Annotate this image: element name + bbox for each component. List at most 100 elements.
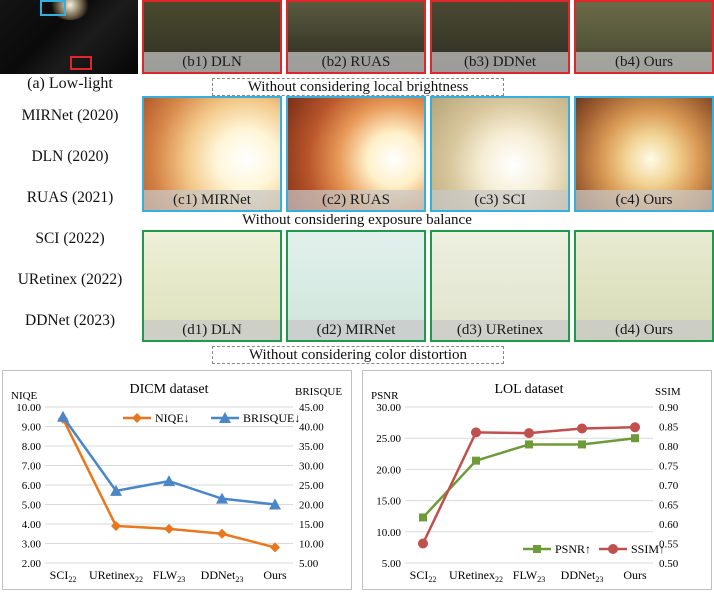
y2-tick-label: 0.90 (659, 402, 679, 414)
legend-marker (533, 545, 541, 553)
method-ruas: RUAS (2021) (26, 189, 114, 206)
y-tick-label: 25.00 (376, 433, 401, 445)
y-tick-label: 5.00 (22, 500, 42, 512)
y-tick-label: 5.00 (382, 558, 402, 570)
series-line-1 (61, 416, 276, 506)
x-tick-label: SCI22 (410, 568, 437, 584)
data-point (164, 523, 174, 534)
y2-tick-label: 0.55 (659, 539, 679, 551)
data-point (631, 434, 639, 443)
panel-caption: (c3) SCI (432, 190, 568, 210)
data-point (577, 423, 587, 434)
y2-tick-label: 15.00 (299, 519, 324, 531)
y2-tick-label: 20.00 (299, 500, 324, 512)
legend-marker (608, 544, 618, 554)
data-point (57, 410, 69, 422)
x-tick-label: URetinex22 (449, 568, 503, 584)
y2-tick-label: 35.00 (299, 441, 324, 453)
y2-tick-label: 10.00 (299, 539, 324, 551)
lowlight-caption: (a) Low-light (27, 75, 113, 92)
y-tick-label: 6.00 (22, 480, 42, 492)
y2-tick-label: 0.70 (659, 480, 679, 492)
panel-caption: (d2) MIRNet (288, 320, 424, 340)
y-tick-label: 30.00 (376, 402, 401, 414)
y2-tick-label: 0.60 (659, 519, 679, 531)
panel-d3: (d3) URetinex (430, 230, 570, 342)
method-dln: DLN (2020) (31, 148, 109, 165)
y2-tick-label: 0.50 (659, 558, 679, 570)
x-tick-label: DDNet23 (201, 568, 244, 584)
y2-tick-label: 0.65 (659, 500, 679, 512)
chart-lol-svg: 30.00 25.00 20.00 15.00 10.00 5.00 0.90 0.85 0.8… (371, 382, 681, 584)
note-exposure-balance: Without considering exposure balance (242, 212, 472, 228)
panel-b4: (b4) Ours (574, 0, 714, 74)
legend-label: PSNR↑ (555, 542, 591, 556)
data-point (524, 428, 534, 439)
y2-tick-label: 40.00 (299, 422, 324, 434)
y-tick-label: 10.00 (16, 402, 41, 414)
legend-marker (132, 413, 142, 423)
y-tick-label: 15.00 (376, 496, 401, 508)
y2-tick-label: 30.00 (299, 461, 324, 473)
y2-tick-label: 0.75 (659, 461, 679, 473)
panel-caption: (d1) DLN (144, 320, 280, 340)
panel-caption: (b4) Ours (576, 52, 712, 72)
y-axis-label: NIQE (11, 390, 38, 402)
chart-title: DICM dataset (130, 382, 209, 397)
y2-tick-label: 0.85 (659, 422, 679, 434)
method-uretinex: URetinex (2022) (17, 271, 123, 288)
panel-c2: (c2) RUAS (286, 96, 426, 212)
x-tick-label: Ours (623, 568, 647, 582)
data-point (270, 542, 280, 553)
x-tick-label: SCI22 (50, 568, 77, 584)
x-tick-label: DDNet23 (561, 568, 604, 584)
y-tick-label: 2.00 (22, 558, 42, 570)
method-mirnet: MIRNet (2020) (21, 107, 119, 124)
y2-tick-label: 0.80 (659, 441, 679, 453)
lowlight-image (0, 0, 138, 74)
y-axis-label: PSNR (371, 390, 399, 402)
panel-caption: (c4) Ours (576, 190, 712, 210)
panel-c1: (c1) MIRNet (142, 96, 282, 212)
data-point (471, 427, 481, 438)
y-tick-label: 10.00 (376, 527, 401, 539)
crop-box-blue (40, 0, 66, 16)
data-point (216, 492, 228, 504)
data-point (111, 520, 121, 531)
y-tick-label: 4.00 (22, 519, 42, 531)
data-point (472, 456, 480, 465)
data-point (419, 513, 427, 522)
y-tick-label: 7.00 (22, 461, 42, 473)
panel-caption: (d3) URetinex (432, 320, 568, 340)
chart-dicm-svg: 10.00 9.00 8.00 7.00 6.00 5.00 4.00 3.00 2.00 45.… (11, 382, 342, 584)
y2-tick-label: 5.00 (299, 558, 319, 570)
data-point (630, 422, 640, 433)
data-point (578, 440, 586, 449)
note-local-brightness: Without considering local brightness (212, 78, 504, 96)
note-color-distortion: Without considering color distortion (212, 346, 504, 364)
panel-caption: (b1) DLN (144, 52, 280, 72)
y2-axis-label: BRISQUE (295, 386, 342, 398)
panel-caption: (d4) Ours (576, 320, 712, 340)
data-point (269, 498, 281, 510)
data-point (418, 538, 428, 549)
legend-marker (219, 412, 231, 423)
y-tick-label: 3.00 (22, 539, 42, 551)
panel-d2: (d2) MIRNet (286, 230, 426, 342)
legend-label: NIQE↓ (155, 411, 190, 425)
panel-d1: (d1) DLN (142, 230, 282, 342)
panel-caption: (c1) MIRNet (144, 190, 280, 210)
method-ddnet: DDNet (2023) (25, 312, 115, 329)
chart-dicm: 10.00 9.00 8.00 7.00 6.00 5.00 4.00 3.00 2.00 45.… (2, 370, 352, 590)
x-tick-label: FLW23 (153, 568, 185, 584)
data-point (217, 528, 227, 539)
panel-b3: (b3) DDNet (430, 0, 570, 74)
data-point (163, 475, 175, 487)
panel-caption: (b3) DDNet (432, 52, 568, 72)
panel-d4: (d4) Ours (574, 230, 714, 342)
crop-box-red (70, 56, 92, 70)
y2-tick-label: 45.00 (299, 402, 324, 414)
chart-lol: 30.00 25.00 20.00 15.00 10.00 5.00 0.90 0.85 0.8… (362, 370, 712, 590)
y2-axis-label: SSIM (655, 386, 681, 398)
chart-title: LOL dataset (494, 382, 563, 397)
